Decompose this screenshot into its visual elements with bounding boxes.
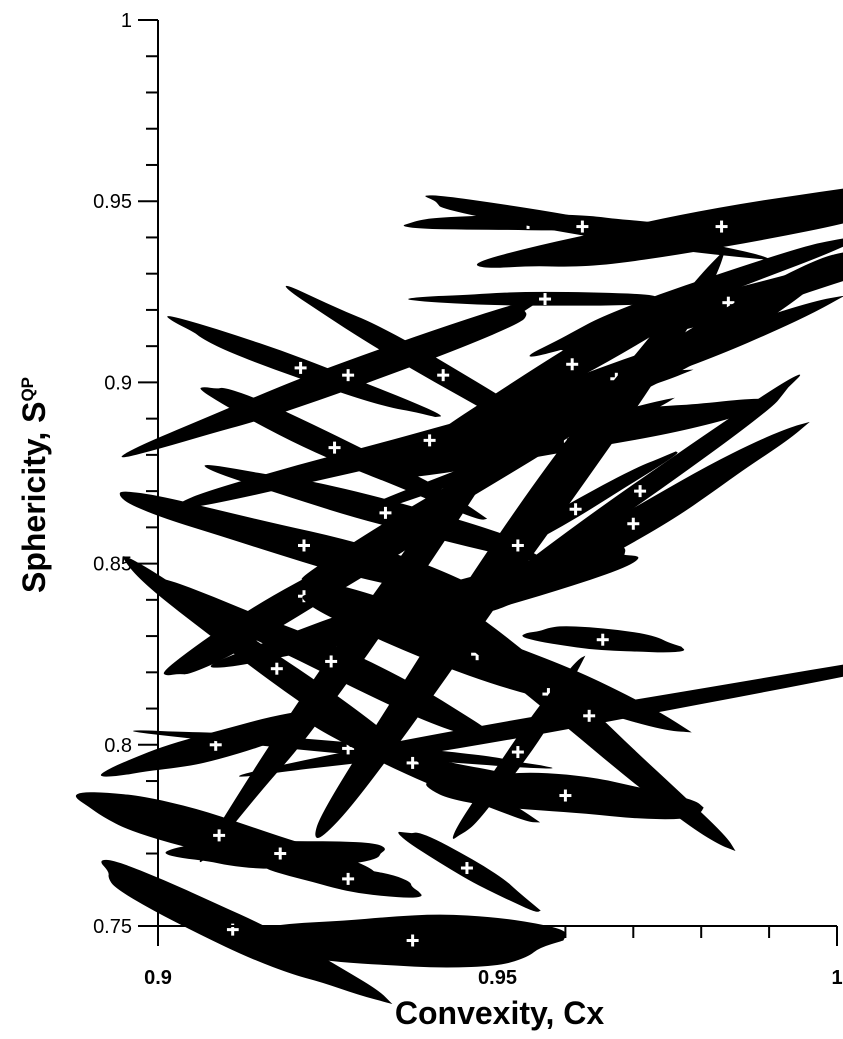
centroid-cross <box>437 369 450 382</box>
centroid-cross <box>576 220 589 233</box>
centroid-cross <box>596 633 609 646</box>
particle-point <box>121 300 537 458</box>
particle-point <box>165 840 385 869</box>
particle-point <box>476 177 843 268</box>
centroid-cross <box>583 709 596 722</box>
centroid-cross <box>379 506 392 519</box>
particle-point <box>426 772 704 820</box>
particle-silhouette <box>239 648 843 777</box>
centroid-cross <box>566 358 579 371</box>
particle-point <box>459 374 801 617</box>
particle-silhouette <box>398 831 541 912</box>
centroid-cross <box>325 655 338 668</box>
particle-point <box>157 578 495 738</box>
particle-silhouette <box>101 859 393 1005</box>
y-axis-ticks: 0.75 0.8 0.85 0.9 0.95 1 <box>93 10 158 938</box>
x-tick-label: 1 <box>831 967 842 989</box>
centroid-cross <box>511 746 524 759</box>
particle-silhouette <box>476 177 843 268</box>
particle-silhouette <box>204 464 545 562</box>
particle-point <box>204 464 545 562</box>
particle-point <box>239 648 843 777</box>
particle-point <box>398 831 541 912</box>
centroid-cross <box>274 847 287 860</box>
particle-point <box>522 626 685 653</box>
x-axis-title: Convexity, Cx <box>395 995 604 1031</box>
particle-silhouette <box>100 711 311 777</box>
y-tick-label: 0.95 <box>93 191 132 213</box>
particle-silhouette <box>178 369 694 508</box>
y-axis-title-main: Sphericity, S <box>16 402 52 593</box>
centroid-cross <box>715 220 728 233</box>
x-axis-ticks: 0.9 0.95 1 <box>144 926 843 989</box>
centroid-cross <box>511 539 524 552</box>
particle-silhouette <box>157 578 495 738</box>
centroid-cross <box>460 862 473 875</box>
x-tick-label: 0.9 <box>144 967 172 989</box>
centroid-cross <box>627 517 640 530</box>
y-tick-label: 0.85 <box>93 554 132 576</box>
particle-silhouette <box>408 291 658 306</box>
centroid-cross <box>213 829 226 842</box>
y-axis-title: Sphericity, SQP <box>16 377 52 593</box>
particle-silhouette <box>121 300 537 458</box>
particle-point <box>247 914 567 968</box>
centroid-cross <box>559 789 572 802</box>
y-tick-label: 1 <box>121 10 132 32</box>
centroid-cross <box>423 434 436 447</box>
particle-point <box>167 316 441 417</box>
particle-silhouette <box>459 374 801 617</box>
centroid-cross <box>328 441 341 454</box>
y-tick-label: 0.75 <box>93 916 132 938</box>
centroid-cross <box>270 662 283 675</box>
particle-markers <box>75 177 843 1005</box>
centroid-cross <box>294 361 307 374</box>
particle-point <box>408 291 658 306</box>
y-tick-label: 0.9 <box>104 372 132 394</box>
centroid-cross <box>406 934 419 947</box>
centroid-cross <box>539 293 552 306</box>
centroid-cross <box>342 369 355 382</box>
particle-point <box>264 862 422 898</box>
x-tick-label: 0.95 <box>478 967 517 989</box>
centroid-cross <box>297 539 310 552</box>
y-axis-title-superscript: QP <box>18 377 37 402</box>
centroid-cross <box>406 756 419 769</box>
y-tick-label: 0.8 <box>104 735 132 757</box>
centroid-cross <box>569 503 582 516</box>
axes: 0.75 0.8 0.85 0.9 0.95 1 0.9 0.95 1 <box>93 10 843 989</box>
centroid-cross <box>634 485 647 498</box>
centroid-cross <box>342 872 355 885</box>
particle-point <box>178 369 694 508</box>
